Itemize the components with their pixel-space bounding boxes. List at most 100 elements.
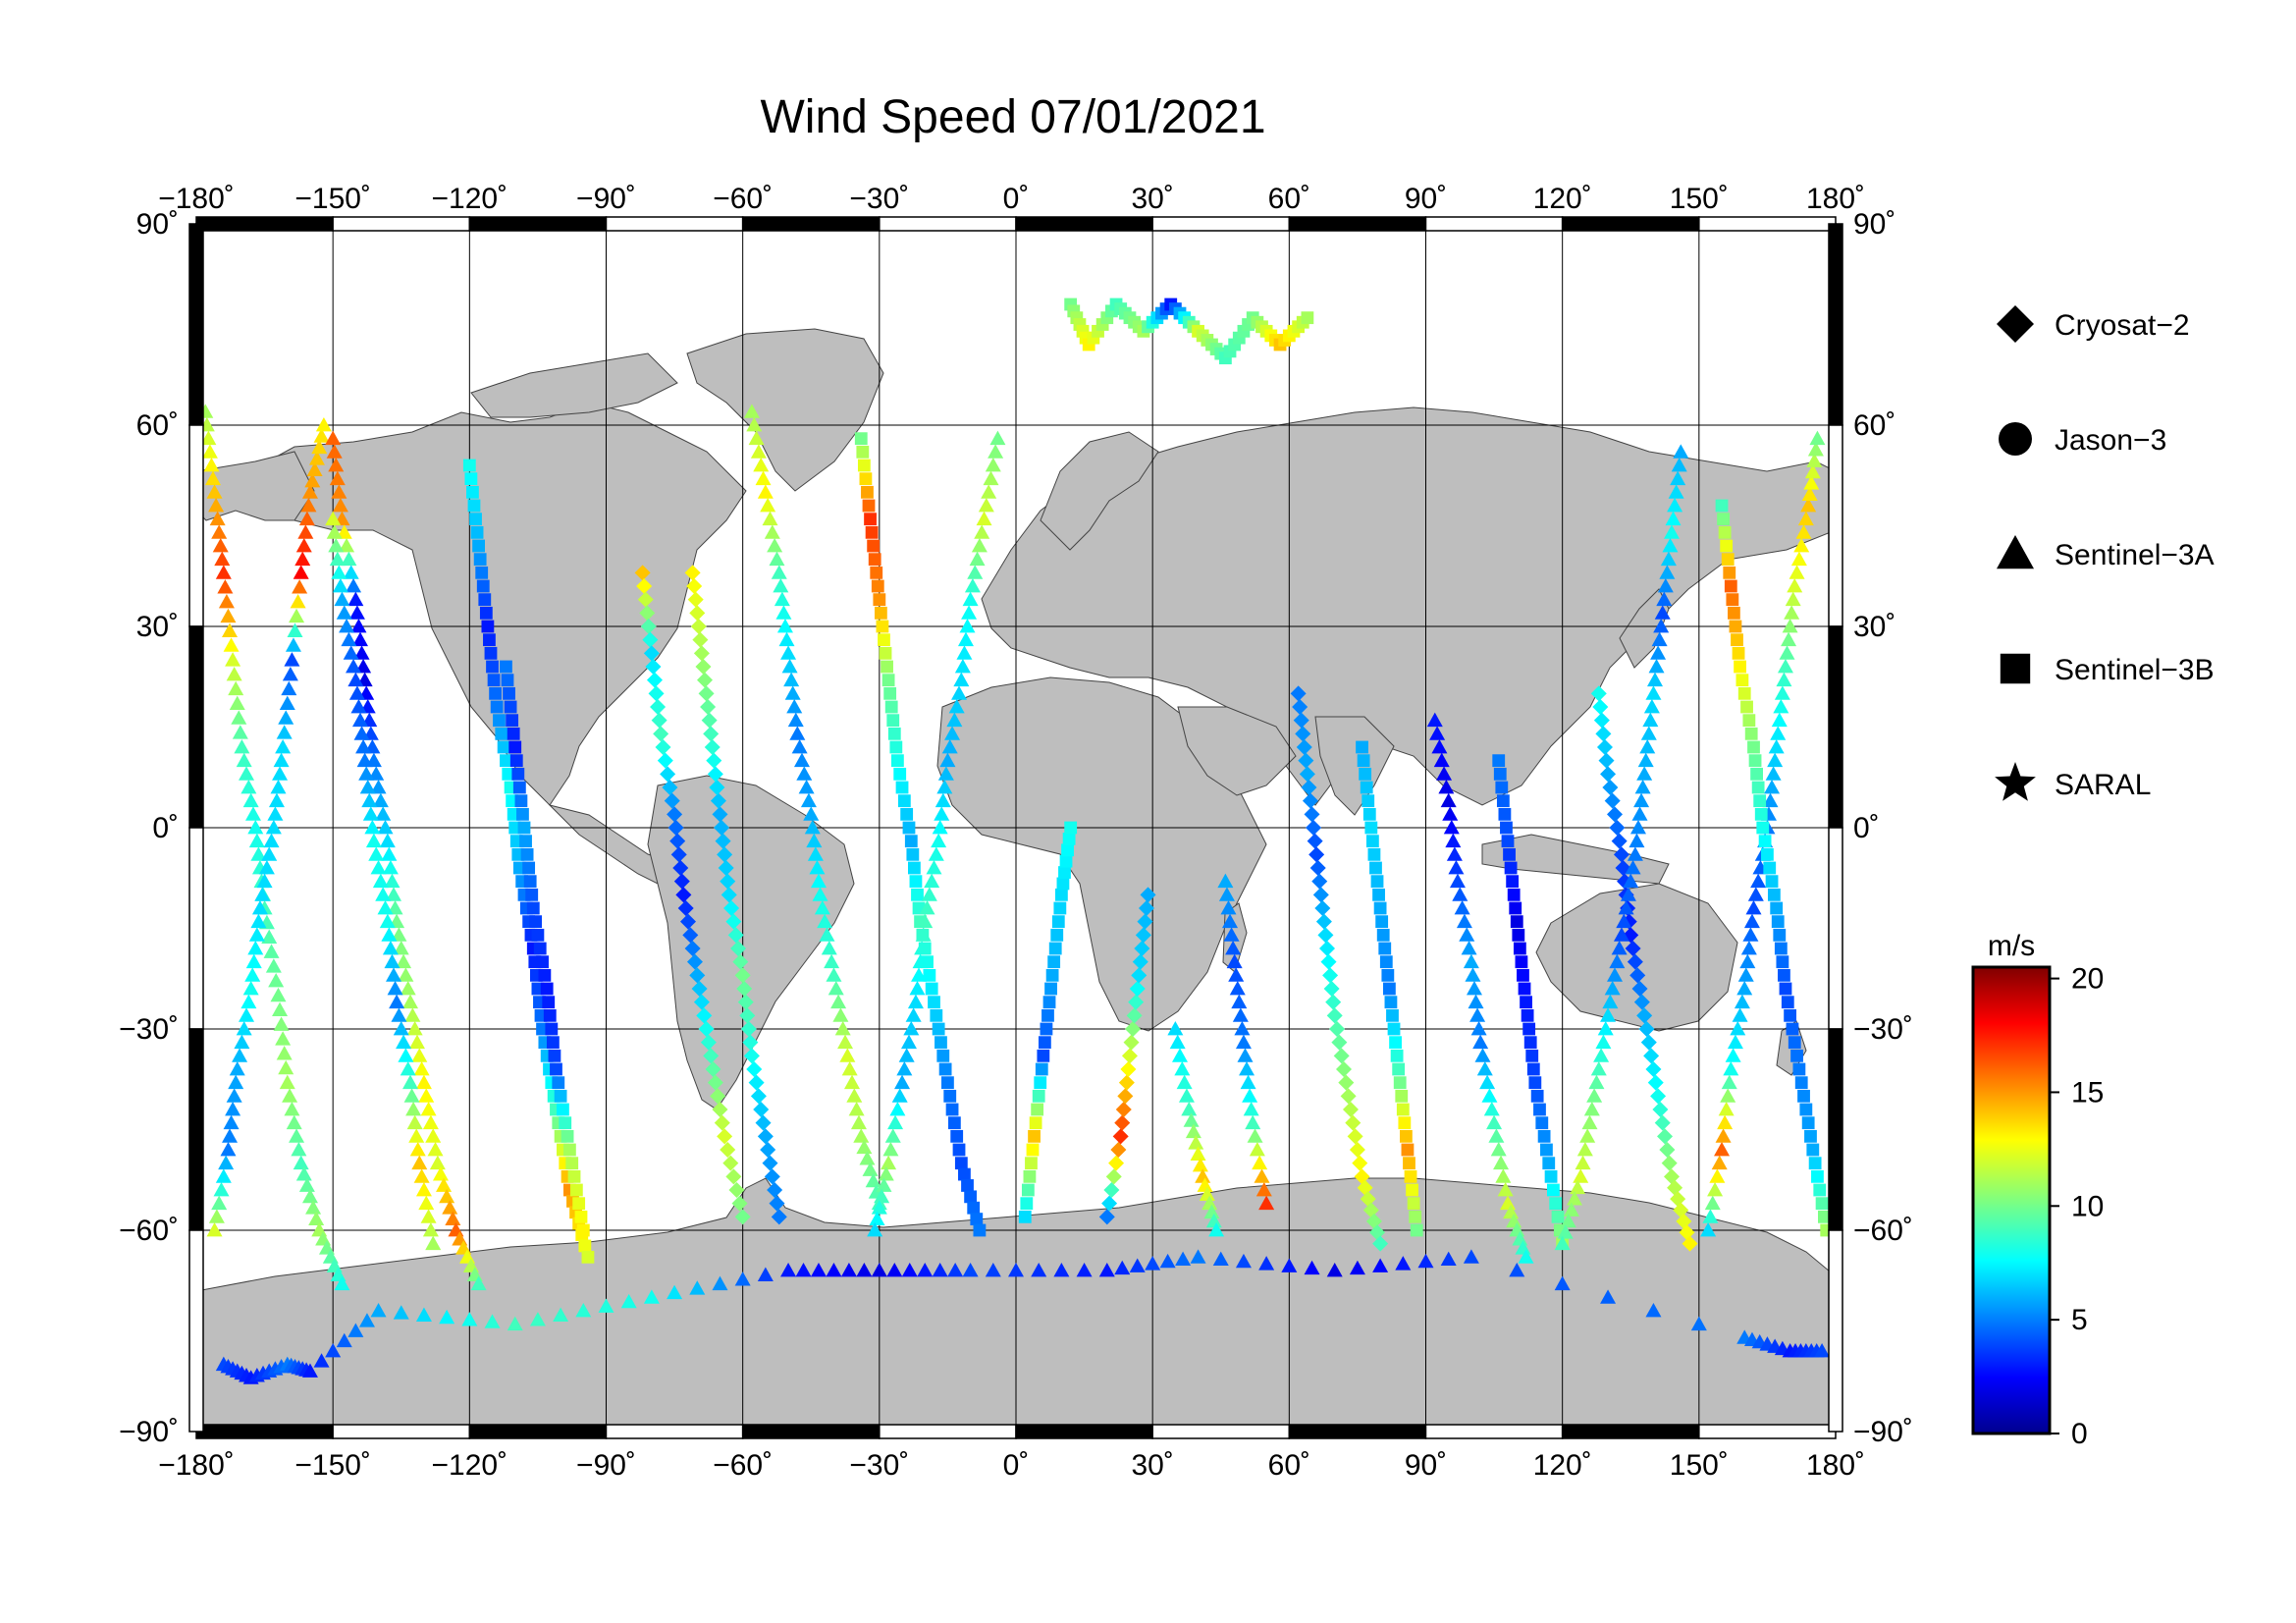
wind-speed-point [391, 927, 407, 942]
frame-bar-top [605, 216, 744, 232]
wind-speed-point [837, 1034, 854, 1050]
lon-tick-label-top: 0˚ [1003, 183, 1030, 215]
legend-label: Jason−3 [2055, 424, 2166, 457]
wind-speed-point [704, 739, 721, 755]
wind-speed-point [529, 915, 542, 929]
lon-tick-label-top: −90˚ [576, 183, 636, 215]
wind-speed-point [748, 1074, 765, 1091]
wind-speed-point [1570, 1179, 1586, 1195]
wind-speed-point [306, 461, 323, 476]
wind-speed-point [1518, 982, 1531, 996]
frame-bar-top [1698, 216, 1837, 232]
wind-speed-point [218, 593, 235, 609]
wind-speed-point [1737, 967, 1754, 982]
wind-speed-point [1258, 1195, 1275, 1211]
wind-speed-point [722, 1155, 739, 1171]
wind-speed-point [226, 1088, 242, 1103]
wind-speed-point [1732, 646, 1745, 660]
wind-speed-point [1110, 1142, 1127, 1158]
wind-speed-point [206, 484, 223, 499]
wind-speed-point [684, 941, 701, 956]
wind-speed-point [1732, 1007, 1748, 1022]
wind-speed-point [1721, 1074, 1737, 1090]
wind-speed-point [1765, 766, 1782, 781]
wind-speed-point [709, 780, 725, 795]
wind-speed-point [698, 1021, 715, 1037]
wind-speed-point [1745, 900, 1762, 915]
frame-bar-bottom [195, 1424, 334, 1439]
lon-tick-label-bottom: −180˚ [158, 1449, 235, 1482]
wind-speed-point [1048, 942, 1062, 955]
wind-speed-point [1546, 1183, 1560, 1197]
wind-speed-point [1665, 511, 1682, 526]
wind-speed-point [1729, 620, 1742, 633]
frame-bar-right [1828, 1028, 1843, 1231]
colorbar-tick-label: 5 [2071, 1304, 2088, 1336]
wind-speed-point [489, 686, 503, 700]
wind-speed-point [1808, 1157, 1822, 1170]
wind-speed-point [1727, 606, 1740, 620]
wind-speed-point [1044, 982, 1057, 996]
lat-tick-label-left: −30˚ [119, 1013, 179, 1046]
wind-speed-point [1793, 538, 1810, 553]
wind-speed-point [1362, 1202, 1379, 1218]
wind-speed-point [1493, 1155, 1510, 1170]
wind-speed-point [1281, 1258, 1298, 1272]
wind-speed-point [775, 605, 792, 620]
wind-speed-point [475, 566, 489, 579]
frame-bar-bottom [1288, 1424, 1427, 1439]
wind-speed-point [1636, 1007, 1653, 1024]
wind-speed-point [295, 1166, 312, 1181]
colorbar-gradient [1971, 965, 2052, 1435]
wind-speed-point [930, 1008, 943, 1022]
wind-speed-point [1650, 645, 1667, 660]
wind-speed-point [1503, 847, 1516, 861]
wind-speed-point [669, 833, 686, 849]
wind-speed-point [850, 1114, 867, 1130]
wind-speed-point [1461, 941, 1477, 955]
wind-speed-point [952, 1143, 966, 1157]
wind-speed-point [372, 873, 389, 889]
wind-speed-point [1120, 1061, 1137, 1077]
wind-speed-point [1734, 660, 1746, 674]
wind-speed-point [1340, 1088, 1357, 1105]
wind-speed-point [1799, 1103, 1813, 1116]
wind-speed-point [1360, 781, 1373, 794]
wind-speed-point [234, 1034, 250, 1050]
wind-speed-point [824, 953, 840, 969]
wind-speed-point [1747, 887, 1764, 901]
wind-speed-point [1076, 1263, 1093, 1277]
wind-speed-point [213, 1182, 230, 1197]
wind-speed-point [1731, 633, 1743, 647]
scandinavia [1040, 431, 1159, 551]
lon-tick-label-top: −30˚ [849, 183, 909, 215]
wind-speed-point [1132, 953, 1148, 970]
wind-speed-point [1518, 1249, 1534, 1264]
wind-speed-point [1670, 470, 1686, 486]
wind-speed-point [346, 659, 362, 674]
wind-speed-point [753, 1102, 770, 1117]
wind-speed-point [1768, 739, 1785, 754]
wind-speed-point [748, 430, 765, 446]
wind-speed-point [753, 458, 770, 472]
wind-speed-point [684, 565, 701, 581]
wind-speed-point [208, 498, 225, 513]
wind-speed-point [415, 1307, 432, 1322]
wind-speed-point [1742, 927, 1759, 942]
wind-speed-point [284, 652, 300, 667]
wind-speed-point [919, 900, 935, 915]
wind-speed-point [1530, 1089, 1544, 1103]
wind-speed-point [305, 1200, 322, 1215]
wind-speed-point [1806, 1143, 1820, 1157]
wind-speed-point [1395, 1089, 1409, 1103]
wind-speed-point [1362, 807, 1376, 821]
wind-speed-point [1125, 1021, 1142, 1037]
wind-speed-point [706, 752, 722, 769]
wind-speed-point [954, 1157, 968, 1170]
wind-speed-point [301, 1188, 318, 1204]
wind-speed-point [869, 1211, 885, 1226]
wind-speed-point [313, 428, 330, 443]
wind-speed-point [1700, 1222, 1717, 1237]
wind-speed-point [1372, 888, 1385, 901]
wind-speed-point [637, 591, 654, 608]
